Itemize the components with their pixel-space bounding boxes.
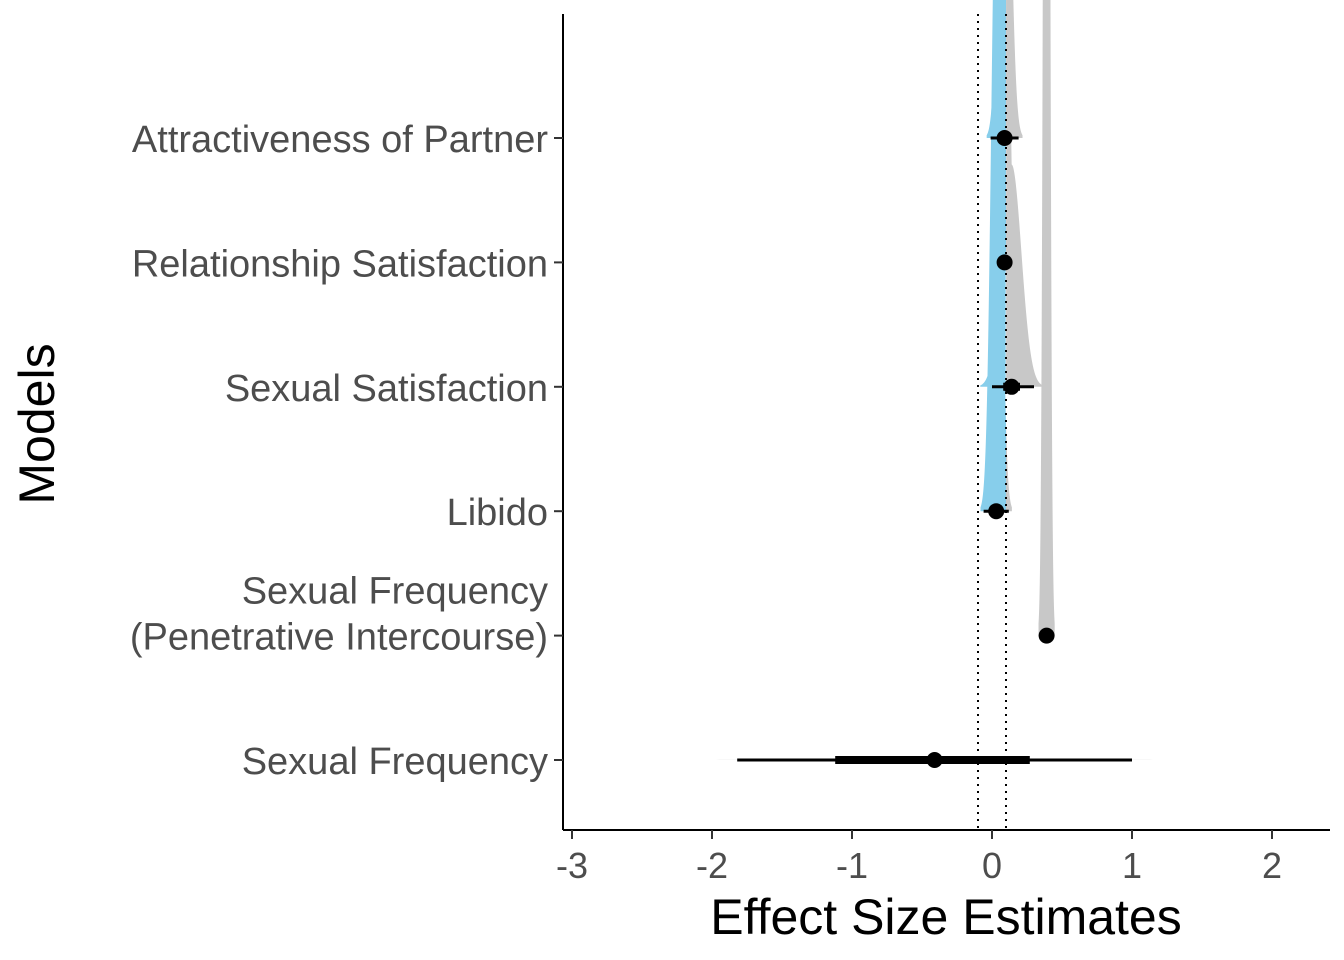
density-area bbox=[1006, 422, 1012, 512]
y-tick-label: (Penetrative Intercourse) bbox=[130, 617, 548, 659]
y-tick-label: Libido bbox=[447, 492, 548, 534]
credible-intervals bbox=[737, 134, 1132, 764]
x-tick-label: -3 bbox=[556, 845, 588, 886]
x-axis-ticks: -3 -2 -1 0 1 2 bbox=[556, 830, 1282, 886]
y-tick-label: Sexual Satisfaction bbox=[225, 368, 548, 410]
y-axis-title: Models bbox=[9, 343, 65, 504]
x-tick-label: -2 bbox=[696, 845, 728, 886]
y-axis-ticks: Attractiveness of Partner Relationship Sa… bbox=[130, 119, 563, 783]
posterior-densities bbox=[665, 0, 1204, 760]
x-tick-label: 1 bbox=[1122, 845, 1142, 886]
density-area bbox=[980, 0, 1006, 512]
y-tick-label: Relationship Satisfaction bbox=[132, 243, 548, 285]
y-tick-label: Attractiveness of Partner bbox=[132, 119, 548, 161]
y-tick-label: Sexual Frequency bbox=[242, 571, 548, 613]
rope-reference-lines bbox=[977, 14, 1007, 830]
point-estimate bbox=[1038, 627, 1055, 644]
y-tick-label: Sexual Frequency bbox=[242, 741, 548, 783]
point-estimate bbox=[1003, 378, 1020, 395]
density-area bbox=[1038, 0, 1055, 636]
x-axis-title: Effect Size Estimates bbox=[710, 889, 1181, 945]
x-tick-label: 2 bbox=[1262, 845, 1282, 886]
x-tick-label: 0 bbox=[982, 845, 1002, 886]
axes bbox=[562, 14, 1330, 831]
density-area bbox=[1006, 164, 1043, 387]
x-tick-label: -1 bbox=[836, 845, 868, 886]
point-estimate bbox=[996, 254, 1013, 271]
point-estimate bbox=[988, 503, 1005, 520]
point-estimates bbox=[926, 130, 1055, 768]
point-estimate bbox=[996, 130, 1013, 146]
point-estimate bbox=[926, 752, 943, 768]
